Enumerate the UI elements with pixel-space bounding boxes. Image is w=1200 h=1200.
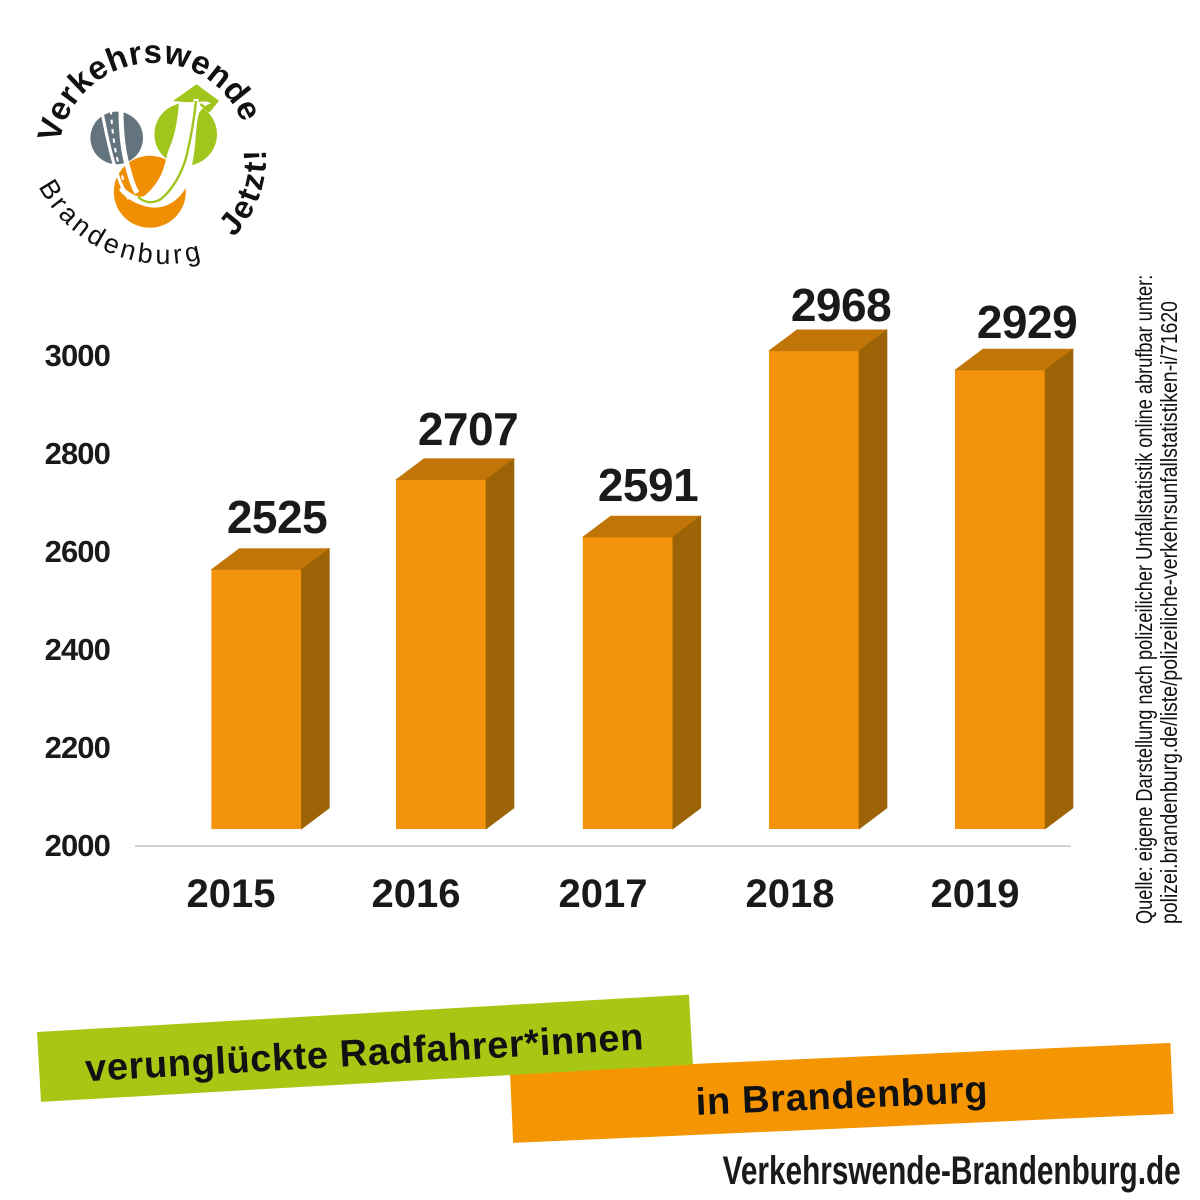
svg-text:Verkehrswende: Verkehrswende: [30, 33, 270, 145]
svg-text:Jetzt!: Jetzt!: [211, 147, 273, 242]
